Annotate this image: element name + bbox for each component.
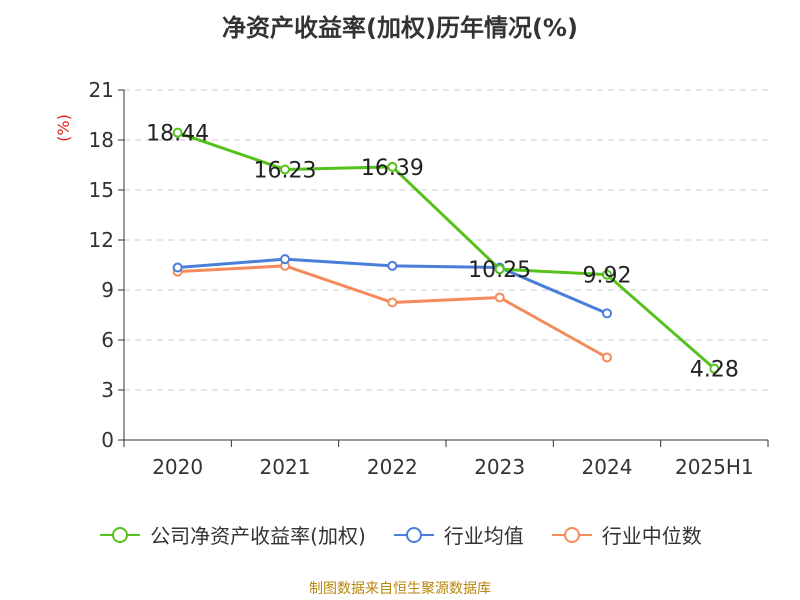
data-label: 16.39 xyxy=(361,156,424,181)
series-line xyxy=(177,131,716,370)
data-point xyxy=(602,269,612,280)
legend-label-company: 公司净资产收益率(加权) xyxy=(150,524,366,548)
legend-label-industry-mean: 行业均值 xyxy=(443,524,524,548)
series-line xyxy=(177,264,608,359)
data-point xyxy=(172,127,183,138)
y-tick-label: 21 xyxy=(89,78,114,102)
y-tick-label: 18 xyxy=(89,128,114,152)
y-tick-label: 12 xyxy=(89,228,114,252)
legend-item-industry-mean[interactable]: 行业均值 xyxy=(392,520,524,549)
legend-label-industry-median: 行业中位数 xyxy=(601,524,702,548)
y-tick-label: 6 xyxy=(101,328,114,352)
data-label: 16.23 xyxy=(254,159,317,184)
legend-line-marker-icon xyxy=(100,526,141,543)
data-point xyxy=(709,363,720,374)
y-tick-label: 0 xyxy=(101,428,114,452)
x-tick-label: 2022 xyxy=(367,455,418,479)
x-tick-label: 2023 xyxy=(474,455,525,479)
data-point xyxy=(494,264,505,275)
chart-title: 净资产收益率(加权)历年情况(%) xyxy=(222,14,578,42)
data-source-note: 制图数据来自恒生聚源数据库 xyxy=(309,581,491,597)
data-label: 18.44 xyxy=(146,122,209,147)
y-tick-label: 15 xyxy=(89,178,114,202)
x-tick-label: 2025H1 xyxy=(675,455,754,479)
legend-line-marker-icon xyxy=(393,526,434,543)
y-axis-label: (%) xyxy=(54,114,73,142)
series-lines xyxy=(172,127,720,374)
legend-item-company[interactable]: 公司净资产收益率(加权) xyxy=(98,520,366,549)
grid-lines xyxy=(124,89,768,391)
data-point xyxy=(387,297,398,308)
data-label: 10.25 xyxy=(468,258,531,283)
x-tick-label: 2021 xyxy=(260,455,311,479)
data-point xyxy=(280,164,290,175)
axes: 0 3 6 9 12 15 18 21 2020 2021 2022 2023 2024 2025H1 (%… xyxy=(54,78,769,479)
legend-line-marker-icon xyxy=(551,526,592,543)
legend-item-industry-median[interactable]: 行业中位数 xyxy=(550,520,702,549)
y-tick-label: 3 xyxy=(101,378,114,402)
data-point xyxy=(387,260,398,271)
data-point xyxy=(602,352,612,363)
data-point xyxy=(172,262,183,273)
x-tick-label: 2020 xyxy=(152,455,203,479)
data-labels: 18.44 16.23 16.39 10.25 9.92 4.28 xyxy=(146,122,739,383)
data-point xyxy=(494,292,505,303)
data-label: 4.28 xyxy=(690,358,739,383)
data-point xyxy=(387,161,398,172)
legend: 公司净资产收益率(加权) 行业均值 行业中位数 xyxy=(0,520,800,549)
data-point xyxy=(280,254,290,265)
y-tick-label: 9 xyxy=(101,278,114,302)
data-point xyxy=(602,308,612,319)
x-tick-label: 2024 xyxy=(582,455,633,479)
data-label: 9.92 xyxy=(583,264,632,289)
